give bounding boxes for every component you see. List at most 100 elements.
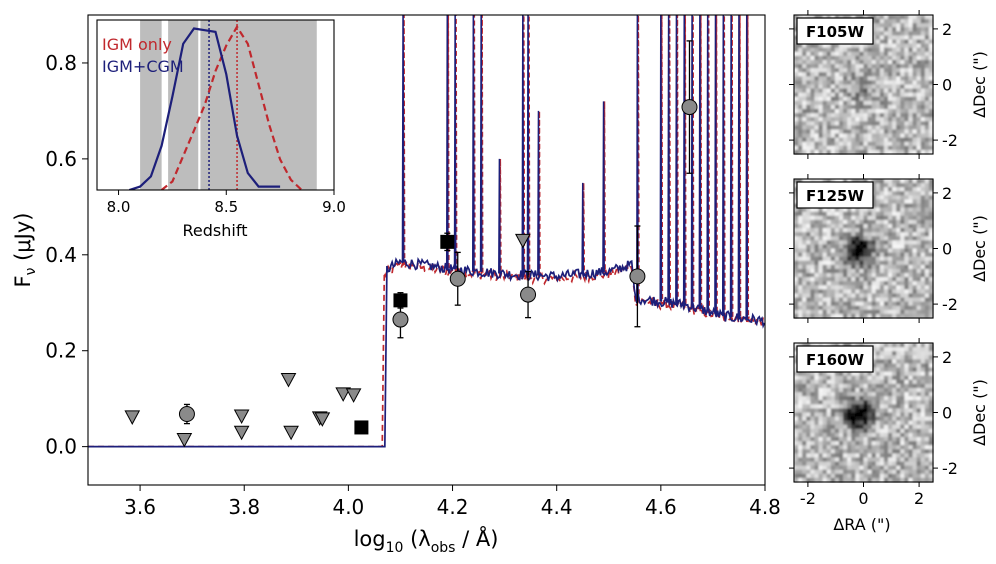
inset-x-ticks: 8.0 8.5 9.0 [107, 190, 346, 216]
filter-label: F125W [806, 187, 865, 205]
inset-curve-igm-cgm [128, 27, 281, 190]
cutout-y-axis-label: ΔDec (") [970, 379, 989, 446]
sed-plot: 3.6 3.8 4.0 4.2 4.4 4.6 4.8 0.0 0.2 0.4 0.6 0.8 lo… [11, 14, 781, 556]
photometry-circle [681, 99, 698, 116]
cutout-y-tick-label: 2 [942, 348, 952, 367]
upper-limit-marker [233, 425, 250, 441]
cutout-y-tick-label: 2 [942, 184, 952, 203]
emission-line [498, 158, 502, 276]
upper-limit-marker [124, 410, 141, 425]
emission-line [401, 15, 405, 263]
emission-line [521, 15, 525, 275]
cutout-y-tick-label: 0 [942, 76, 952, 95]
emission-line [745, 15, 749, 319]
sed-y-tick-label: 0.8 [45, 51, 77, 75]
sed-y-tick-label: 0.4 [45, 243, 77, 267]
emission-line [446, 15, 450, 271]
inset-shaded-band [140, 20, 162, 190]
sed-plot-frame [87, 14, 766, 486]
upper-limit-marker [280, 372, 297, 388]
image-cutouts: F105W 2 0 -2 ΔDec (") F125W 2 0 -2 ΔDec (") F160W 2… [789, 10, 989, 508]
filter-label-box [796, 17, 874, 45]
sed-model-igm-only [88, 260, 765, 448]
sed-y-tick-label: 0.2 [45, 339, 77, 363]
photometry-circle [449, 270, 466, 287]
filter-label-box [796, 181, 874, 209]
emission-line [706, 15, 710, 312]
cutout-x-tick-label: 0 [858, 489, 868, 508]
emission-line [682, 15, 686, 305]
sed-x-tick-label: 4.4 [541, 495, 573, 519]
legend-igm-cgm: IGM+CGM [102, 57, 184, 76]
sed-x-tick-label: 4.8 [749, 495, 781, 519]
redshift-inset: 8.0 8.5 9.0 Redshift IGM only IGM+CGM [96, 19, 346, 240]
photometry-square [393, 293, 408, 308]
inset-frame [96, 19, 335, 191]
inset-curves [128, 20, 303, 190]
photometry-square [440, 234, 455, 249]
emission-line [690, 15, 694, 307]
emission-line [738, 15, 742, 320]
sed-y-tick-label: 0.6 [45, 147, 77, 171]
sed-y-ticks: 0.0 0.2 0.4 0.6 0.8 [45, 51, 88, 459]
upper-limit-marker [314, 412, 331, 427]
cutout-y-axis-label: ΔDec (") [970, 51, 989, 118]
cutout-y-tick-label: -2 [942, 295, 958, 314]
emission-line [636, 15, 640, 301]
sed-x-axis-label: log10 (λobs / Å) [354, 525, 499, 556]
cutout-y-axis-label: ΔDec (") [970, 215, 989, 282]
cutout-y-tick-label: 0 [942, 240, 952, 259]
inset-x-axis-label: Redshift [183, 221, 248, 240]
cutout-x-axis-label: ΔRA (") [833, 515, 890, 534]
upper-limit-marker [515, 233, 531, 249]
emission-line [602, 101, 605, 273]
emission-line [581, 182, 585, 274]
emission-line [659, 15, 663, 302]
sed-x-tick-label: 3.8 [228, 495, 260, 519]
cutout-image [794, 343, 934, 483]
emission-line [675, 15, 678, 304]
inset-x-tick-label: 9.0 [322, 198, 346, 216]
emission-line [445, 15, 449, 269]
photometry-square [354, 420, 369, 435]
cutout-panel-f160w: F160W 2 0 -2 ΔDec (") -2 0 2 [789, 338, 989, 508]
emission-line [526, 15, 530, 276]
cutout-image [794, 15, 934, 155]
emission-line [729, 15, 733, 318]
emission-line [746, 15, 750, 320]
photometry-circle [178, 406, 195, 423]
cutout-x-tick-label: 2 [914, 489, 924, 508]
emission-line [537, 110, 540, 276]
cutout-panel-f125w: F125W 2 0 -2 ΔDec (") [789, 174, 989, 323]
emission-line [737, 15, 741, 318]
upper-limit-marker [233, 409, 250, 424]
inset-x-tick-label: 8.0 [107, 198, 131, 216]
upper-limit-marker [345, 388, 362, 403]
sed-x-tick-label: 4.2 [437, 495, 469, 519]
sed-x-tick-label: 4.0 [332, 495, 364, 519]
emission-line [498, 158, 501, 274]
sed-curves [88, 15, 765, 448]
inset-curve-igm-only [160, 24, 303, 190]
emission-line [453, 15, 457, 270]
emission-line [698, 15, 702, 310]
sed-x-ticks: 3.6 3.8 4.0 4.2 4.4 4.6 4.8 [124, 485, 781, 519]
emission-line [582, 182, 586, 277]
emission-line [479, 15, 483, 272]
filter-label: F105W [806, 23, 865, 41]
sed-y-tick-label: 0.0 [45, 435, 77, 459]
emission-line [471, 15, 475, 272]
photometry-circle [392, 311, 409, 328]
photometry-circle [629, 268, 646, 285]
cutout-y-tick-label: 2 [942, 20, 952, 39]
cutout-x-tick-label: -2 [800, 489, 816, 508]
upper-limit-marker [283, 425, 299, 441]
filter-label-box [796, 345, 874, 373]
cutout-y-tick-label: -2 [942, 131, 958, 150]
cutout-panel-f105w: F105W 2 0 -2 ΔDec (") [789, 10, 989, 159]
inset-x-tick-label: 8.5 [214, 198, 238, 216]
upper-limit-marker [176, 432, 193, 448]
emission-line [714, 15, 717, 314]
